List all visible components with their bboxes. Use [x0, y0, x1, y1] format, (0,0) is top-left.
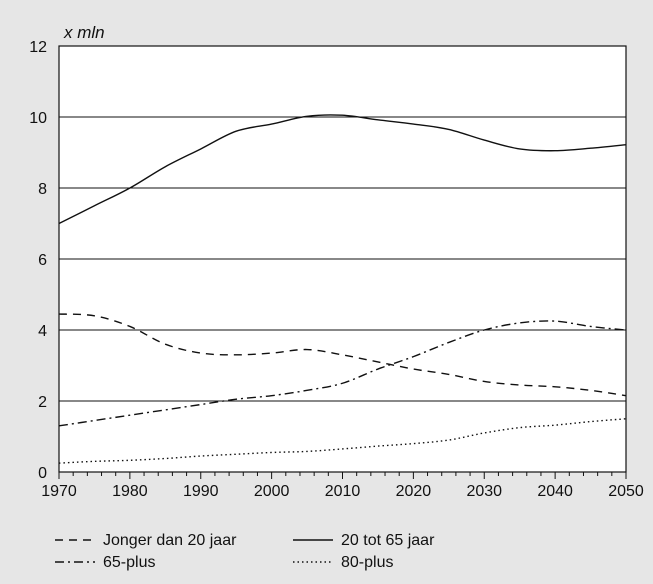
x-tick-label-2040: 2040 [537, 483, 573, 500]
y-tick-label-10: 10 [29, 110, 47, 127]
x-tick-label-2030: 2030 [466, 483, 502, 500]
x-tick-label-2010: 2010 [325, 483, 361, 500]
legend-label-jonger-dan-20-jaar: Jonger dan 20 jaar [103, 532, 237, 549]
x-tick-label-1980: 1980 [112, 483, 148, 500]
legend-label-80-plus: 80-plus [341, 554, 393, 571]
y-axis-unit-label: x mln [63, 23, 105, 42]
y-tick-label-6: 6 [38, 252, 47, 269]
series-group [58, 114, 627, 464]
series-line-65-plus [58, 320, 627, 427]
legend: Jonger dan 20 jaar 20 tot 65 jaar 65-plus 8… [55, 532, 435, 571]
legend-label-65-plus: 65-plus [103, 554, 155, 571]
y-tick-label-0: 0 [38, 465, 47, 482]
y-tick-label-4: 4 [38, 323, 47, 340]
y-tick-label-2: 2 [38, 394, 47, 411]
x-tick-label-1990: 1990 [183, 483, 219, 500]
series-line-80-plus [58, 418, 627, 464]
axes: 0 2 4 6 8 10 12 1970 1980 1990 2000 2010 2020 2030 204… [29, 39, 644, 500]
gridlines [59, 116, 626, 402]
series-line-20-tot-65-jaar [58, 114, 627, 225]
y-tick-label-12: 12 [29, 39, 47, 56]
x-tick-label-2020: 2020 [396, 483, 432, 500]
x-tick-label-2050: 2050 [608, 483, 644, 500]
y-tick-label-8: 8 [38, 181, 47, 198]
x-tick-label-1970: 1970 [41, 483, 77, 500]
legend-label-20-tot-65-jaar: 20 tot 65 jaar [341, 532, 435, 549]
series-line-jonger-dan-20-jaar [58, 313, 627, 397]
x-tick-label-2000: 2000 [254, 483, 290, 500]
